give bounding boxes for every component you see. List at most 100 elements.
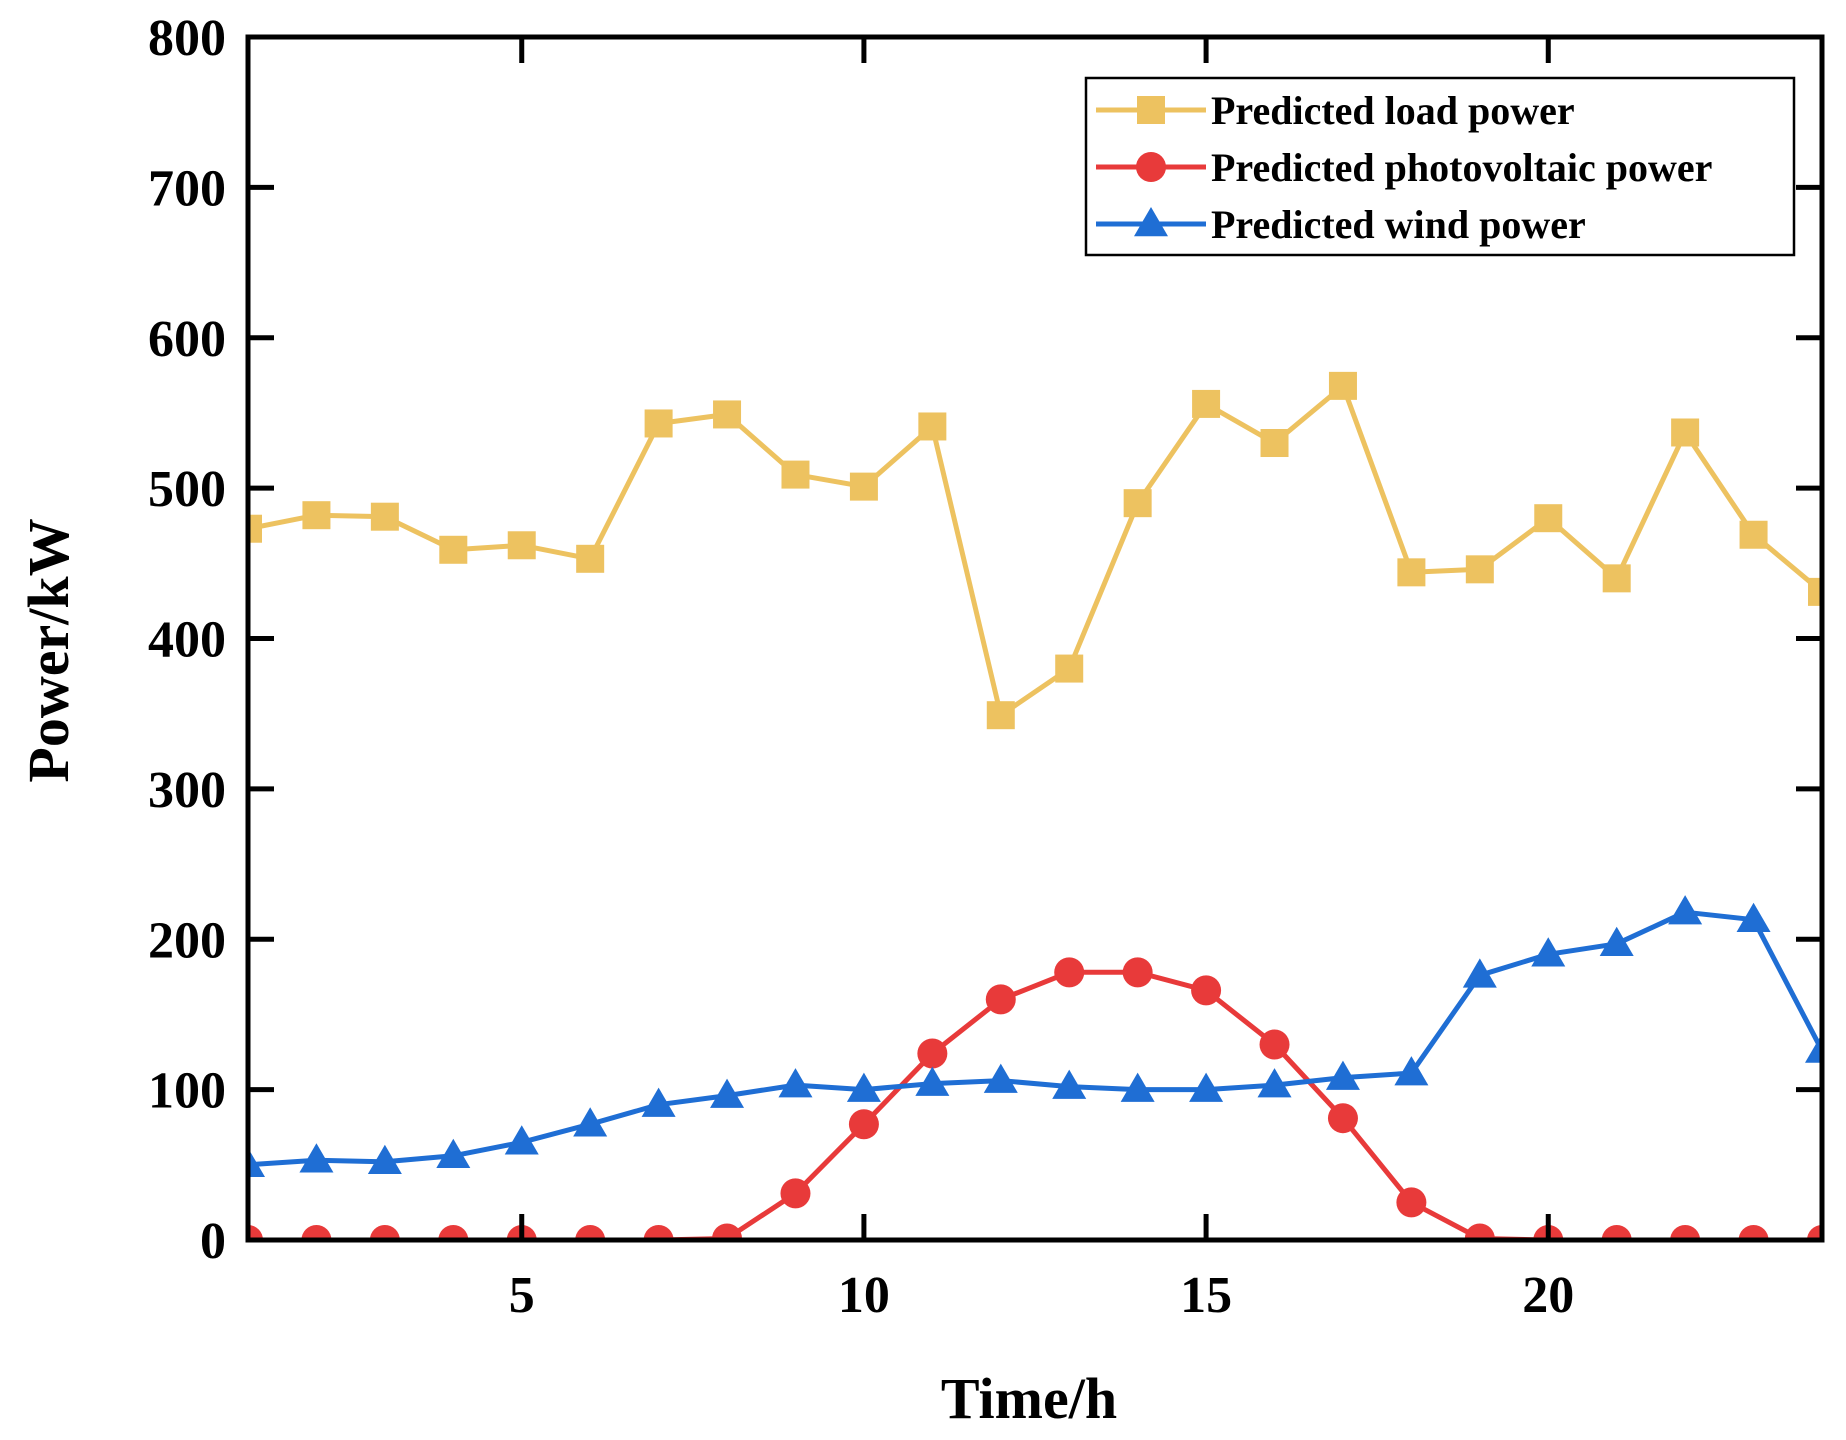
data-point-s1-x9 — [780, 1178, 811, 1209]
data-point-s0-x14 — [1123, 489, 1152, 518]
data-point-s0-x18 — [1397, 558, 1426, 587]
y-tick-label-200: 200 — [148, 912, 226, 969]
data-point-s0-x7 — [644, 409, 673, 438]
data-point-s2-x23 — [1736, 902, 1771, 932]
data-point-s0-x2 — [302, 501, 331, 530]
data-point-s1-x16 — [1259, 1029, 1290, 1060]
data-point-s1-x21 — [1601, 1225, 1632, 1240]
y-tick-label-800: 800 — [148, 10, 226, 67]
legend-label-0: Predicted load power — [1211, 88, 1575, 133]
data-point-s1-x13 — [1054, 957, 1085, 988]
x-tick-label-20: 20 — [1522, 1267, 1574, 1324]
data-point-s1-x23 — [1738, 1225, 1769, 1240]
data-point-s0-x22 — [1671, 418, 1700, 447]
data-point-s1-x3 — [369, 1225, 400, 1240]
data-point-s0-x1 — [248, 514, 262, 543]
series-triangle-2 — [248, 895, 1822, 1178]
y-tick-label-600: 600 — [148, 311, 226, 368]
series-layer — [248, 371, 1822, 1240]
legend-marker-1 — [1136, 152, 1166, 182]
data-point-s1-x15 — [1191, 975, 1222, 1006]
x-tick-label-5: 5 — [509, 1267, 535, 1324]
data-point-s1-x1 — [248, 1225, 263, 1240]
data-point-s1-x18 — [1396, 1187, 1427, 1218]
data-point-s2-x17 — [1325, 1060, 1360, 1090]
data-point-s0-x9 — [781, 460, 810, 489]
data-point-s0-x23 — [1739, 520, 1768, 549]
series-line-1 — [248, 969, 1822, 1240]
data-point-s2-x19 — [1462, 958, 1497, 988]
data-point-s0-x6 — [576, 544, 605, 573]
series-circle-1 — [248, 957, 1822, 1240]
data-point-s1-x22 — [1670, 1225, 1701, 1240]
data-point-s1-x8 — [712, 1223, 743, 1240]
legend-label-1: Predicted photovoltaic power — [1211, 145, 1712, 190]
data-point-s2-x13 — [1052, 1069, 1087, 1099]
data-point-s1-x17 — [1327, 1103, 1358, 1134]
ticks-layer: 0 100 200 300 400 500 600 700 800 5 10 15 20 — [148, 10, 1822, 1324]
data-point-s1-x2 — [301, 1225, 332, 1240]
data-point-s0-x10 — [849, 472, 878, 501]
data-point-s1-x7 — [643, 1225, 674, 1240]
data-point-s0-x20 — [1534, 504, 1563, 533]
y-tick-label-100: 100 — [148, 1063, 226, 1120]
data-point-s0-x21 — [1602, 564, 1631, 593]
series-square-0 — [248, 371, 1822, 730]
data-point-s2-x12 — [983, 1063, 1018, 1093]
data-point-s2-x14 — [1120, 1072, 1155, 1102]
legend: Predicted load power Predicted photovolta… — [1084, 76, 1796, 257]
data-point-s1-x14 — [1122, 957, 1153, 988]
y-tick-label-400: 400 — [148, 612, 226, 669]
y-tick-label-500: 500 — [148, 461, 226, 518]
data-point-s2-x10 — [846, 1072, 881, 1102]
data-point-s0-x16 — [1260, 429, 1289, 458]
data-point-s2-x4 — [436, 1138, 471, 1169]
data-point-s2-x22 — [1668, 895, 1703, 925]
legend-marker-2 — [1134, 207, 1168, 237]
data-point-s2-x16 — [1257, 1068, 1292, 1098]
data-point-s2-x7 — [641, 1087, 676, 1117]
data-point-s0-x15 — [1192, 389, 1221, 418]
data-point-s0-x4 — [439, 535, 468, 564]
y-tick-label-300: 300 — [148, 762, 226, 819]
series-line-2 — [248, 909, 1822, 1168]
legend-label-2: Predicted wind power — [1211, 202, 1586, 247]
data-point-s1-x19 — [1464, 1223, 1495, 1240]
data-point-s0-x12 — [986, 701, 1015, 730]
y-tick-label-700: 700 — [148, 160, 226, 217]
data-point-s0-x3 — [370, 502, 399, 531]
data-point-s0-x19 — [1465, 555, 1494, 584]
data-point-s2-x3 — [367, 1144, 402, 1175]
data-point-s2-x1 — [248, 1147, 265, 1178]
data-point-s1-x10 — [848, 1109, 879, 1140]
data-point-s2-x8 — [710, 1078, 745, 1108]
data-point-s0-x8 — [713, 400, 742, 429]
data-point-s2-x15 — [1189, 1072, 1224, 1102]
data-point-s1-x12 — [985, 984, 1016, 1015]
data-point-s0-x13 — [1055, 654, 1084, 683]
data-point-s2-x5 — [504, 1125, 539, 1155]
x-tick-label-15: 15 — [1180, 1267, 1232, 1324]
data-point-s2-x24 — [1805, 1033, 1822, 1063]
x-tick-label-10: 10 — [838, 1267, 890, 1324]
y-axis-label: Power/kW — [16, 518, 81, 782]
data-point-s2-x6 — [573, 1107, 608, 1137]
data-point-s2-x11 — [915, 1066, 950, 1096]
data-point-s1-x24 — [1807, 1225, 1822, 1240]
data-point-s1-x4 — [438, 1225, 469, 1240]
data-point-s0-x11 — [918, 412, 947, 441]
data-point-s2-x20 — [1531, 937, 1566, 967]
data-point-s1-x6 — [575, 1225, 606, 1240]
legend-marker-0 — [1137, 96, 1165, 124]
data-point-s2-x2 — [299, 1143, 334, 1173]
x-axis-label: Time/h — [941, 1366, 1117, 1431]
data-point-s2-x9 — [778, 1068, 813, 1098]
data-point-s2-x21 — [1599, 926, 1634, 957]
data-point-s0-x24 — [1808, 577, 1822, 606]
y-tick-label-0: 0 — [200, 1213, 226, 1270]
data-point-s0-x17 — [1328, 371, 1357, 400]
data-point-s2-x18 — [1394, 1056, 1429, 1086]
data-point-s0-x5 — [507, 531, 536, 560]
series-line-0 — [248, 383, 1822, 718]
